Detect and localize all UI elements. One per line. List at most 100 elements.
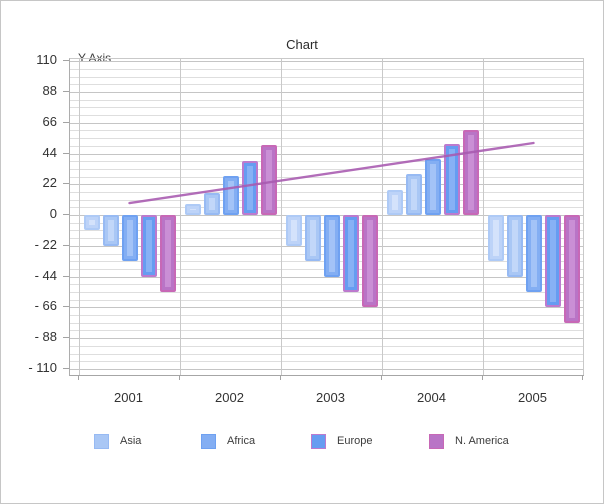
gridline-horizontal [70,145,584,147]
y-tick-label: 110 [36,52,57,68]
x-tick-mark [280,375,281,380]
x-tick-mark [381,375,382,380]
y-tick-label: - 110 [28,359,57,375]
bar-europe-2005 [544,215,561,308]
legend-swatch [201,433,216,449]
gridline-horizontal [70,191,584,193]
bar-series-1-2004 [386,189,403,215]
gridline-horizontal [70,199,584,201]
x-category-label: 2004 [417,390,446,405]
gridline-vertical [180,59,181,375]
legend-item-europe: Europe [311,432,372,450]
bar-series-1-2005 [487,215,504,262]
y-tick-mark [63,214,69,215]
bar-n-america-2003 [361,215,378,308]
gridline-horizontal [70,122,584,124]
y-tick-label: 44 [42,144,57,160]
x-tick-mark [78,375,79,380]
legend-item-n-america: N. America [429,432,509,450]
bar-africa-2001 [121,215,138,262]
gridline-horizontal [70,284,584,286]
bar-africa-2002 [222,175,239,215]
gridline-horizontal [70,61,584,63]
legend-swatch [429,433,444,449]
gridline-vertical [281,59,282,375]
y-tick-label: - 44 [34,267,57,283]
gridline-horizontal [70,91,584,93]
gridline-horizontal [70,276,584,278]
gridline-horizontal [70,184,584,186]
y-tick-mark [63,275,69,277]
gridline-horizontal [70,99,584,101]
legend-label: Europe [337,435,373,447]
y-tick-label: - 66 [34,298,57,314]
y-tick-mark [63,60,69,62]
legend-swatch [311,433,326,449]
gridline-horizontal [70,338,584,340]
x-category-label: 2003 [316,390,345,405]
gridline-horizontal [70,207,584,209]
y-tick-mark [63,367,69,369]
bar-series-1-2003 [285,215,302,246]
legend-swatch [94,433,109,449]
gridline-horizontal [70,368,584,370]
chart-title: Chart [286,37,318,52]
bar-asia-2003 [304,215,321,262]
gridline-horizontal [70,153,584,155]
gridline-horizontal [70,345,584,347]
x-category-label: 2002 [215,390,244,405]
legend-label: Asia [120,435,142,447]
gridline-vertical [583,59,584,375]
gridline-horizontal [70,161,584,163]
bar-europe-2001 [140,215,157,277]
y-tick-label: 22 [42,175,57,191]
plot-area [69,58,584,376]
x-category-label: 2005 [518,390,547,405]
gridline-horizontal [70,307,584,309]
bar-n-america-2002 [260,145,277,215]
gridline-horizontal [70,322,584,324]
y-tick-label: - 22 [34,236,57,252]
bar-africa-2004 [424,159,441,215]
bar-asia-2005 [506,215,523,277]
legend-item-asia: Asia [94,432,141,450]
gridline-horizontal [70,168,584,170]
gridline-horizontal [70,107,584,109]
legend-label: Africa [227,435,256,447]
x-tick-mark [179,375,180,380]
gridline-horizontal [70,76,584,78]
y-tick-label: 66 [42,113,57,129]
x-category-label: 2001 [114,390,143,405]
y-tick-mark [63,337,69,339]
y-tick-label: 88 [42,82,57,98]
gridline-horizontal [70,176,584,178]
bar-europe-2004 [443,143,460,215]
gridline-horizontal [70,68,584,70]
gridline-horizontal [70,84,584,86]
gridline-horizontal [70,115,584,116]
y-tick-mark [63,121,69,123]
gridline-horizontal [70,291,584,293]
bar-series-1-2002 [184,203,201,215]
gridline-horizontal [70,299,584,301]
y-tick-mark [63,152,69,154]
bar-europe-2003 [342,215,359,292]
gridline-horizontal [70,361,584,363]
bar-asia-2001 [102,215,119,246]
legend-item-africa: Africa [201,432,255,450]
gridline-horizontal [70,330,584,332]
y-tick-mark [63,183,69,185]
bar-asia-2002 [203,192,220,215]
y-tick-label: - 88 [34,329,57,345]
bar-europe-2002 [241,160,258,215]
gridline-vertical [483,59,484,375]
gridline-vertical [79,59,80,375]
bar-n-america-2001 [159,215,176,292]
bar-n-america-2005 [563,215,580,323]
gridline-vertical [382,59,383,375]
bar-asia-2004 [405,174,422,215]
y-tick-mark [63,90,69,92]
bar-africa-2005 [525,215,542,292]
bar-series-1-2001 [83,215,100,231]
